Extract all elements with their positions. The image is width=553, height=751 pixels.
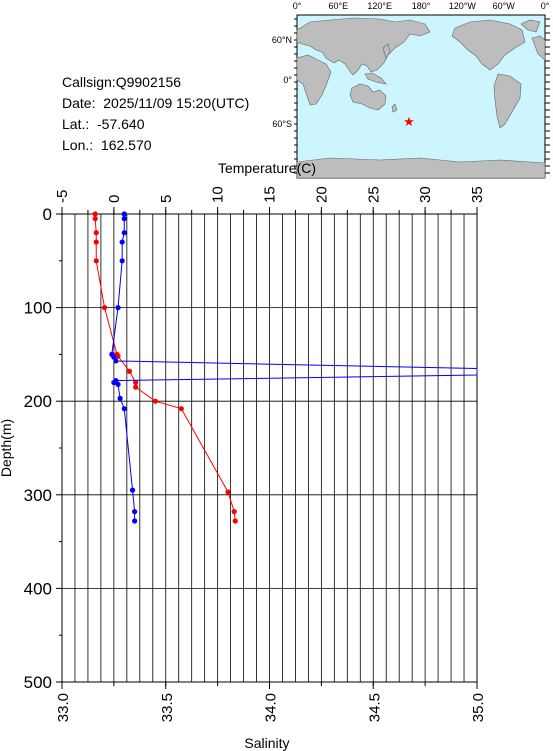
map-lat-label: 0° xyxy=(283,75,292,85)
map-lon-label: 120°E xyxy=(367,1,392,11)
salinity-point xyxy=(115,381,121,387)
salinity-point xyxy=(121,211,127,217)
date-text: Date: 2025/11/09 15:20(UTC) xyxy=(62,95,250,111)
temperature-profile-line xyxy=(94,214,236,522)
temperature-point xyxy=(225,489,231,495)
map-lon-label: 0° xyxy=(541,1,550,11)
depth-tick-label: 100 xyxy=(24,299,52,318)
map-lon-label: 60°W xyxy=(493,1,516,11)
temperature-point xyxy=(133,384,139,390)
temperature-tick-label: 30 xyxy=(417,186,434,203)
map-lon-label: 180° xyxy=(412,1,431,11)
salinity-point xyxy=(117,395,123,401)
map-lat-label: 60°S xyxy=(272,119,292,129)
temperature-point xyxy=(133,379,139,386)
salinity-tick-label: 33.5 xyxy=(159,693,176,722)
depth-tick-label: 200 xyxy=(24,392,52,411)
salinity-point xyxy=(119,239,125,245)
map-lon-label: 120°W xyxy=(449,1,477,11)
chart-series xyxy=(92,211,478,524)
map-longitude-labels: 0° 60°E 120°E 180° 120°W 60°W 0° xyxy=(293,1,550,11)
temperature-tick-label: 20 xyxy=(313,186,330,203)
temperature-tick-label: 25 xyxy=(365,186,382,203)
salinity-point xyxy=(132,518,138,524)
temperature-tick-label: 0 xyxy=(106,195,123,203)
salinity-axis-title: Salinity xyxy=(244,735,289,751)
map-frame-ticks xyxy=(294,18,550,174)
salinity-point xyxy=(121,230,127,236)
chart-grid xyxy=(62,214,477,682)
temperature-point xyxy=(93,239,99,245)
temperature-point xyxy=(115,353,121,359)
depth-tick-label: 0 xyxy=(43,205,52,224)
temperature-tick-label: 10 xyxy=(210,186,227,203)
temperature-point xyxy=(101,305,108,311)
temperature-tick-label: 35 xyxy=(469,186,486,203)
salinity-point xyxy=(113,358,119,364)
location-map: 0° 60°E 120°E 180° 120°W 60°W 0° 60°N 0° 60°S ★ xyxy=(272,1,550,179)
salinity-point xyxy=(129,487,136,493)
temperature-axis-title: Temperature(C) xyxy=(218,160,316,176)
temperature-point xyxy=(93,258,99,264)
temperature-tick-label: 15 xyxy=(262,186,279,203)
depth-axis-title: Depth(m) xyxy=(0,419,14,477)
salinity-point xyxy=(115,305,121,311)
temperature-point xyxy=(152,398,158,404)
temperature-point xyxy=(92,211,98,217)
map-lon-label: 0° xyxy=(293,1,302,11)
temperature-point xyxy=(231,509,237,515)
salinity-point xyxy=(119,258,125,264)
depth-tick-label: 500 xyxy=(24,673,52,692)
salinity-tick-label: 33.0 xyxy=(55,693,72,722)
map-position-marker: ★ xyxy=(403,114,415,129)
float-info-panel: Callsign:Q9902156 Date: 2025/11/09 15:20… xyxy=(62,72,249,156)
salinity-tick-label: 34.5 xyxy=(366,693,383,722)
depth-tick-label: 400 xyxy=(24,579,52,598)
salinity-tick-label: 35.0 xyxy=(470,693,487,722)
map-lon-label: 60°E xyxy=(329,1,349,11)
temperature-point xyxy=(92,216,98,222)
depth-tick-label: 300 xyxy=(24,486,52,505)
map-latitude-labels: 60°N 0° 60°S xyxy=(272,35,293,129)
temperature-point xyxy=(232,518,238,524)
salinity-point xyxy=(121,406,127,412)
temperature-tick-label: 5 xyxy=(158,195,175,203)
latitude-text: Lat.: -57.640 xyxy=(62,116,145,132)
callsign-text: Callsign:Q9902156 xyxy=(62,74,182,90)
salinity-point xyxy=(132,509,138,515)
temperature-point xyxy=(178,406,184,412)
map-lat-label: 60°N xyxy=(272,35,292,45)
temperature-point xyxy=(93,230,99,236)
temperature-point xyxy=(126,368,133,374)
salinity-point xyxy=(121,216,127,222)
longitude-text: Lon.: 162.570 xyxy=(62,137,152,153)
salinity-point xyxy=(111,379,117,386)
temperature-tick-label: -5 xyxy=(54,190,71,203)
salinity-profile-line xyxy=(111,214,478,522)
salinity-tick-label: 34.0 xyxy=(263,693,280,722)
map-land xyxy=(296,17,546,179)
